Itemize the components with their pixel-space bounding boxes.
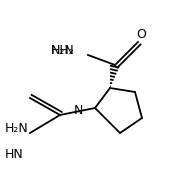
Text: H₂N: H₂N xyxy=(5,121,29,135)
Text: HN: HN xyxy=(5,149,24,161)
Text: NH₂: NH₂ xyxy=(51,44,75,56)
Text: N: N xyxy=(74,104,83,118)
Text: O: O xyxy=(136,28,146,41)
Text: H₂N: H₂N xyxy=(51,44,75,56)
